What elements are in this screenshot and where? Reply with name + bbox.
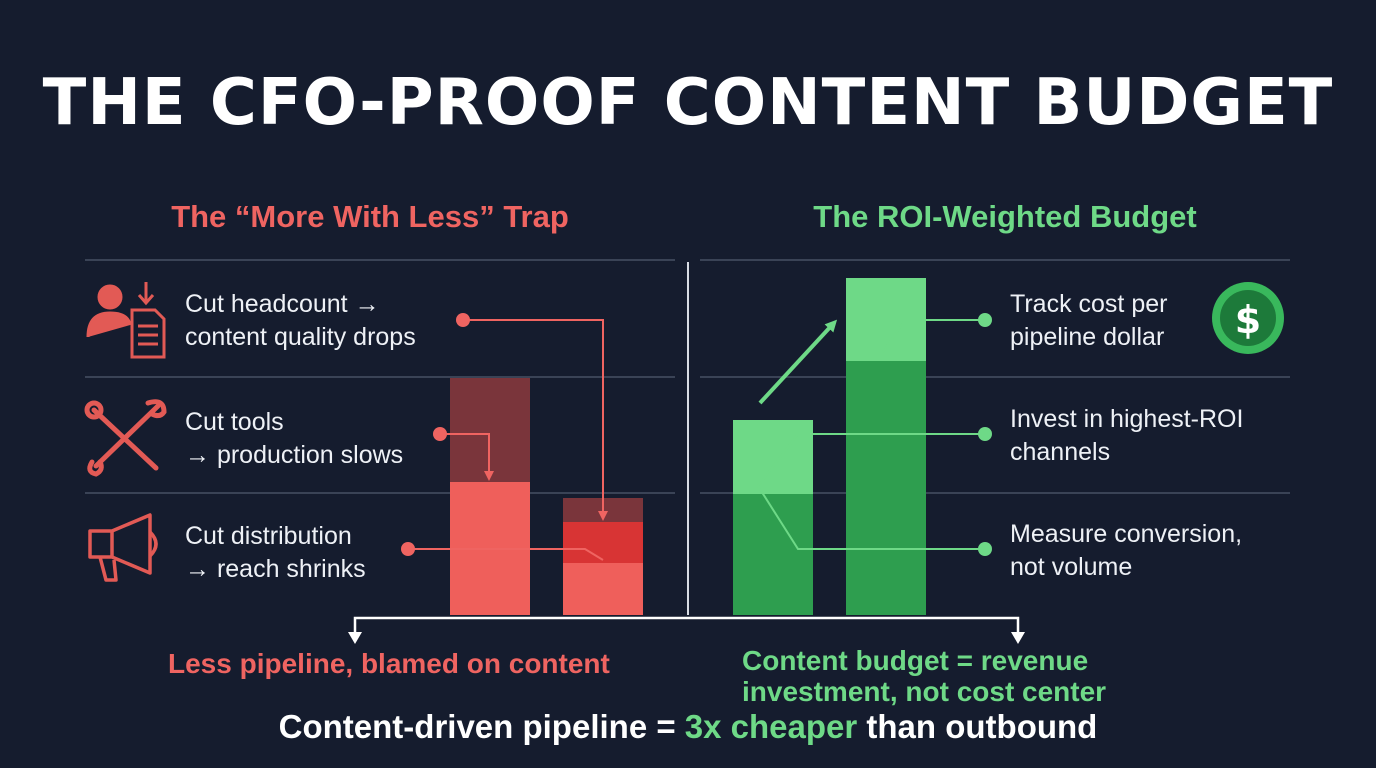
connector-distribution xyxy=(408,548,604,561)
dot-headcount xyxy=(456,313,470,327)
page-title: THE CFO-PROOF CONTENT BUDGET xyxy=(42,66,1334,140)
right-item-track-cost: Track cost per pipeline dollar xyxy=(1010,290,1168,351)
svg-text:$: $ xyxy=(1235,298,1261,342)
right-bar-1-top xyxy=(733,420,813,494)
connector-track-cost xyxy=(882,319,985,353)
outcome-bracket xyxy=(353,616,1020,636)
outcome-arrow-left xyxy=(348,632,362,644)
right-item-invest: Invest in highest-ROI channels xyxy=(1010,405,1244,466)
growth-arrow xyxy=(758,319,838,405)
dot-measure xyxy=(978,542,992,556)
wrench-screwdriver-icon xyxy=(84,399,167,477)
left-bar-2-remaining xyxy=(563,563,643,615)
outcome-arrow-right xyxy=(1011,632,1025,644)
dot-track-cost xyxy=(978,313,992,327)
left-item-tools: Cut tools → production slows xyxy=(185,408,404,469)
right-outcome: Content budget = revenue investment, not… xyxy=(742,645,1107,707)
connector-tools xyxy=(440,433,494,481)
connector-headcount xyxy=(463,319,608,521)
bottom-line-suffix: than outbound xyxy=(857,708,1098,745)
left-item-distribution: Cut distribution → reach shrinks xyxy=(185,522,366,583)
megaphone-icon xyxy=(88,513,158,582)
connector-invest xyxy=(756,433,985,550)
left-bars xyxy=(450,378,643,615)
right-panel-heading: The ROI-Weighted Budget xyxy=(813,199,1197,234)
dot-invest xyxy=(978,427,992,441)
left-bar-2-mid xyxy=(563,522,643,563)
left-item-headcount: Cut headcount → content quality drops xyxy=(185,290,416,351)
left-connectors xyxy=(408,319,608,561)
dot-tools xyxy=(433,427,447,441)
left-panel-heading: The “More With Less” Trap xyxy=(171,199,569,234)
bottom-line: Content-driven pipeline = 3x cheaper tha… xyxy=(0,708,1376,746)
right-item-measure: Measure conversion, not volume xyxy=(1010,520,1243,581)
right-bar-2-base xyxy=(846,361,926,615)
dollar-coin-icon: $ xyxy=(1212,282,1284,354)
right-bar-1-base xyxy=(733,494,813,615)
bottom-line-highlight: 3x cheaper xyxy=(684,708,858,745)
person-document-icon xyxy=(86,282,166,359)
right-connectors xyxy=(756,319,985,550)
left-outcome: Less pipeline, blamed on content xyxy=(168,648,610,679)
dot-distribution xyxy=(401,542,415,556)
bottom-line-prefix: Content-driven pipeline = xyxy=(278,708,685,745)
